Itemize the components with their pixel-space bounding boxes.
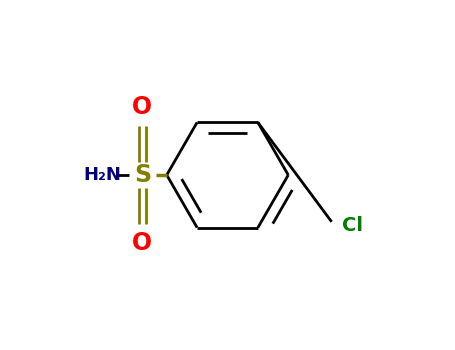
Text: O: O xyxy=(132,231,152,255)
Text: Cl: Cl xyxy=(342,216,363,235)
Text: H₂N: H₂N xyxy=(84,166,121,184)
Text: O: O xyxy=(132,95,152,119)
Text: S: S xyxy=(134,163,151,187)
